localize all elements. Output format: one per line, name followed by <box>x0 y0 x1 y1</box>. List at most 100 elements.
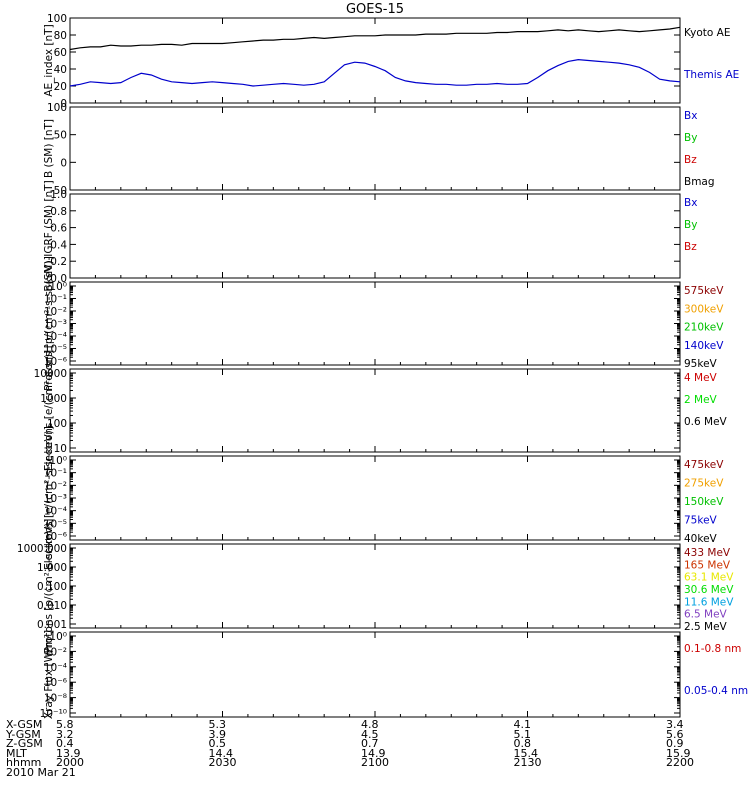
legend-entry-3: 0.6 MeV <box>684 416 728 428</box>
y-tick-label: 1.000 <box>37 562 67 574</box>
legend-entry-4: 140keV <box>684 340 724 352</box>
y-axis-label: Protons [p/(cm²-s-sr-keV)] <box>43 256 55 391</box>
y-tick-label: 0 <box>60 157 67 169</box>
panel-frame <box>69 455 681 541</box>
y-tick-label: 0.6 <box>50 223 67 235</box>
y-axis-label: Electrons [e/(cm²-s-sr)] <box>43 350 55 471</box>
legend-entry-1: 575keV <box>684 285 724 297</box>
legend-entry-2: 2 MeV <box>684 394 718 406</box>
y-tick-label: 0.010 <box>37 600 67 612</box>
legend-entry-1: 475keV <box>684 459 724 471</box>
y-tick-label: 0.4 <box>50 239 67 251</box>
panel-frame <box>69 543 681 629</box>
panel-frame <box>69 281 681 366</box>
series-line-1 <box>69 26 681 51</box>
y-tick-label: 10⁻¹⁰ <box>40 708 67 720</box>
y-tick-label: 10⁰ <box>49 631 67 643</box>
legend-entry-6: 6.5 MeV <box>684 609 728 621</box>
panel-frame <box>69 631 681 718</box>
legend-entry-2: 165 MeV <box>684 559 731 571</box>
panel-frame <box>69 368 681 453</box>
y-tick-label: 10⁻¹ <box>44 294 67 306</box>
y-tick-label: 10⁻³ <box>44 319 67 331</box>
y-tick-label: 1.0 <box>50 189 67 201</box>
legend-entry-2: 0.05-0.4 nm <box>684 685 748 697</box>
y-tick-label: 10⁻⁶ <box>44 677 67 689</box>
legend-entry-7: 2.5 MeV <box>684 621 728 633</box>
legend-entry-2: By <box>684 132 697 144</box>
y-tick-label: 10⁰ <box>49 281 67 293</box>
y-tick-label: 10⁻² <box>44 480 67 492</box>
y-tick-label: 50 <box>54 130 67 142</box>
y-tick-label: 10⁻³ <box>44 493 67 505</box>
legend-entry-1: 4 MeV <box>684 372 718 384</box>
legend-entry-4: 30.6 MeV <box>684 584 734 596</box>
y-tick-label: 10⁻⁶ <box>44 356 67 368</box>
y-tick-label: 0.2 <box>50 256 67 268</box>
legend-entry-2: Themis AE <box>683 69 739 81</box>
y-tick-label: 100 <box>47 418 67 430</box>
y-tick-label: 10⁰ <box>49 455 67 467</box>
legend-entry-3: Bz <box>684 154 697 166</box>
y-tick-label: 10⁻⁴ <box>44 331 67 343</box>
y-tick-label: 10⁻¹ <box>44 468 67 480</box>
legend-entry-5: 40keV <box>684 533 718 545</box>
panel-2: -50 0 50 100 B (SM) [nT] Bx By Bz Bmag <box>43 102 715 197</box>
y-tick-label: 60 <box>54 47 67 59</box>
legend-entry-4: Bmag <box>684 176 715 188</box>
y-tick-label: 0.001 <box>37 619 67 631</box>
legend-entry-2: By <box>684 219 697 231</box>
y-tick-label: 100 <box>47 102 67 114</box>
y-tick-label: 10⁻⁸ <box>44 693 67 705</box>
legend-entry-1: 0.1-0.8 nm <box>684 643 741 655</box>
y-tick-label: 0.8 <box>50 206 67 218</box>
y-tick-label: 10⁻² <box>44 646 67 658</box>
y-tick-label: 20 <box>54 81 67 93</box>
y-tick-label: -50 <box>50 185 67 197</box>
y-tick-label: 0 <box>60 98 67 110</box>
y-tick-label: 40 <box>54 64 67 76</box>
series-line-2 <box>69 58 681 87</box>
y-tick-label: 10⁻⁵ <box>44 518 67 530</box>
legend-entry-1: Bx <box>684 197 697 209</box>
legend-entry-1: Kyoto AE <box>684 27 730 39</box>
panel-frame <box>69 193 681 279</box>
legend-entry-5: 11.6 MeV <box>684 596 734 608</box>
legend-entry-4: 75keV <box>684 515 718 527</box>
panel-3: 0.0 0.2 0.4 0.6 0.8 1.0B(SM)-IGRF (SM) [nT] Bx… <box>43 180 697 291</box>
y-tick-label: 100 <box>47 13 67 25</box>
y-axis-label: B(SM)-IGRF (SM) [nT] <box>43 180 55 291</box>
legend-entry-3: 150keV <box>684 496 724 508</box>
plot-title: GOES-15 <box>346 2 404 17</box>
y-tick-label: 10⁻⁵ <box>44 344 67 356</box>
y-tick-label: 1000 <box>40 393 67 405</box>
y-tick-label: 1000.000 <box>17 543 67 555</box>
legend-entry-3: Bz <box>684 241 697 253</box>
legend-entry-3: 63.1 MeV <box>684 572 734 584</box>
y-axis-label: B (SM) [nT] <box>43 119 55 178</box>
legend-entry-3: 210keV <box>684 322 724 334</box>
y-tick-label: 10⁻⁴ <box>44 506 67 518</box>
y-tick-label: 0.0 <box>50 273 67 285</box>
y-tick-label: 10000 <box>34 368 67 380</box>
legend-entry-2: 275keV <box>684 478 724 490</box>
legend-entry-5: 95keV <box>684 358 718 370</box>
y-tick-label: 10⁻⁴ <box>44 662 67 674</box>
panel-frame <box>69 106 681 191</box>
y-tick-label: 10⁻² <box>44 306 67 318</box>
legend-entry-1: Bx <box>684 110 697 122</box>
date-label: 2010 Mar 21 <box>6 766 76 779</box>
legend-entry-1: 433 MeV <box>684 547 731 559</box>
y-axis-label: Electrons [e/(cm²-s-sr-keV)] <box>43 426 55 570</box>
y-tick-label: 10⁻⁶ <box>44 531 67 543</box>
legend-entry-2: 300keV <box>684 303 724 315</box>
y-tick-label: 80 <box>54 30 67 42</box>
